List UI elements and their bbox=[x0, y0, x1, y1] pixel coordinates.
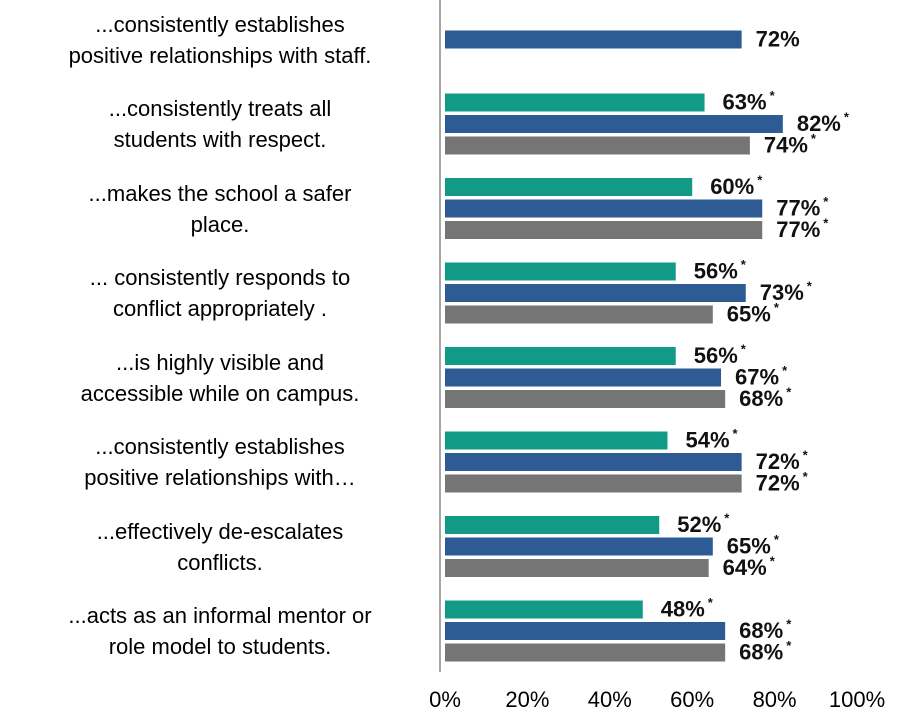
bar bbox=[445, 537, 713, 556]
category-label: ...makes the school a safer place. bbox=[88, 180, 352, 237]
value-label: 52% bbox=[677, 512, 721, 537]
x-tick-label: 0% bbox=[429, 687, 461, 712]
significance-flag: * bbox=[811, 131, 817, 146]
significance-flag: * bbox=[803, 469, 809, 484]
value-label: 72% bbox=[756, 26, 800, 51]
significance-flag: * bbox=[786, 638, 792, 653]
category-label: ... consistently responds to conflict ap… bbox=[89, 265, 351, 321]
value-label: 64% bbox=[723, 555, 767, 580]
value-label: 72% bbox=[756, 470, 800, 495]
x-tick-label: 100% bbox=[829, 687, 885, 712]
value-label: 48% bbox=[661, 596, 705, 621]
value-label: 54% bbox=[685, 427, 729, 452]
significance-flag: * bbox=[786, 616, 792, 631]
bar bbox=[445, 284, 746, 302]
significance-flag: * bbox=[823, 215, 829, 230]
value-label: 65% bbox=[727, 301, 771, 326]
bar bbox=[445, 136, 750, 155]
category-label: ...effectively de-escalates conflicts. bbox=[96, 518, 344, 575]
significance-flag: * bbox=[733, 426, 739, 441]
bar bbox=[445, 390, 726, 408]
category-label: ...consistently establishes positive rel… bbox=[84, 434, 356, 490]
x-tick-label: 80% bbox=[753, 687, 797, 712]
value-label: 68% bbox=[739, 386, 783, 411]
value-label: 56% bbox=[694, 258, 738, 283]
significance-flag: * bbox=[741, 341, 747, 356]
bar bbox=[445, 115, 783, 133]
bar bbox=[445, 516, 660, 534]
bar bbox=[445, 305, 713, 324]
bar bbox=[445, 221, 763, 239]
significance-flag: * bbox=[844, 109, 850, 124]
value-label: 68% bbox=[739, 618, 783, 643]
significance-flag: * bbox=[803, 447, 809, 462]
bar bbox=[445, 453, 742, 471]
significance-flag: * bbox=[757, 172, 763, 187]
significance-flag: * bbox=[724, 510, 730, 525]
bar bbox=[445, 262, 676, 281]
significance-flag: * bbox=[770, 88, 776, 103]
bar bbox=[445, 643, 726, 662]
value-label: 56% bbox=[694, 343, 738, 368]
significance-flag: * bbox=[741, 257, 747, 272]
value-label: 60% bbox=[710, 174, 754, 199]
bar bbox=[445, 559, 709, 577]
bar bbox=[445, 368, 722, 387]
bar bbox=[445, 199, 763, 218]
value-label: 67% bbox=[735, 364, 779, 389]
significance-flag: * bbox=[782, 363, 788, 378]
bar bbox=[445, 474, 742, 493]
value-label: 63% bbox=[723, 89, 767, 114]
significance-flag: * bbox=[770, 553, 776, 568]
bar bbox=[445, 622, 726, 640]
significance-flag: * bbox=[807, 278, 813, 293]
x-tick-label: 20% bbox=[505, 687, 549, 712]
category-label: ...consistently establishes positive rel… bbox=[68, 11, 372, 68]
significance-flag: * bbox=[708, 595, 714, 610]
value-label: 68% bbox=[739, 639, 783, 664]
significance-flag: * bbox=[774, 300, 780, 315]
value-label: 73% bbox=[760, 280, 804, 305]
bar bbox=[445, 93, 705, 112]
value-label: 77% bbox=[776, 195, 820, 220]
value-label: 65% bbox=[727, 533, 771, 558]
x-tick-label: 40% bbox=[588, 687, 632, 712]
value-label: 74% bbox=[764, 132, 808, 157]
value-label: 77% bbox=[776, 217, 820, 242]
category-label: ...is highly visible and accessible whil… bbox=[80, 349, 360, 406]
category-label: ...consistently treats all students with… bbox=[108, 96, 332, 152]
category-label: ...acts as an informal mentor or role mo… bbox=[68, 603, 372, 659]
bar bbox=[445, 178, 693, 196]
x-tick-label: 60% bbox=[670, 687, 714, 712]
significance-flag: * bbox=[774, 532, 780, 547]
bar bbox=[445, 30, 742, 49]
value-label: 72% bbox=[756, 449, 800, 474]
bar bbox=[445, 600, 643, 619]
value-label: 82% bbox=[797, 111, 841, 136]
bar bbox=[445, 347, 676, 365]
bar bbox=[445, 431, 668, 450]
significance-flag: * bbox=[786, 384, 792, 399]
significance-flag: * bbox=[823, 194, 829, 209]
